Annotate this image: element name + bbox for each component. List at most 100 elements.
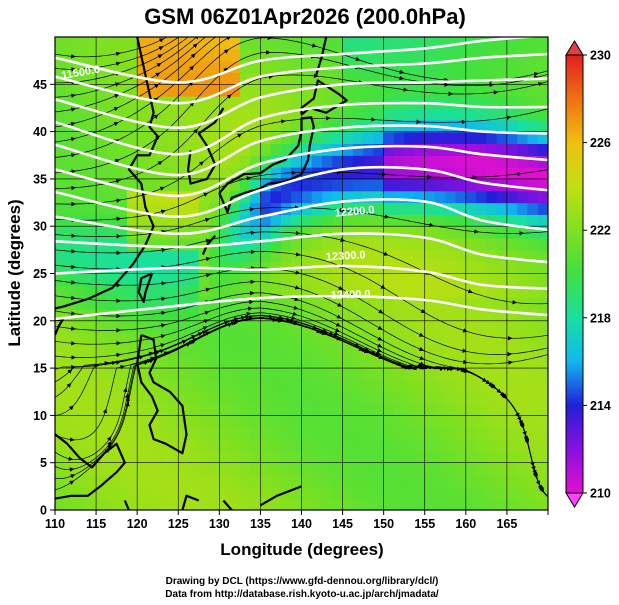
field-cell xyxy=(126,379,138,393)
field-cell xyxy=(414,226,426,239)
field-cell xyxy=(506,167,518,180)
field-cell xyxy=(506,462,518,476)
field-cell xyxy=(332,415,344,428)
streamline xyxy=(55,267,548,355)
field-cell xyxy=(209,403,220,416)
field-cell xyxy=(496,261,508,275)
field-cell xyxy=(527,498,539,510)
field-cell xyxy=(301,439,313,452)
field-cell xyxy=(404,332,416,346)
field-cell xyxy=(506,96,518,109)
field-cell xyxy=(496,273,508,286)
x-tick-label: 160 xyxy=(455,517,476,531)
field-cell xyxy=(352,96,364,109)
field-cell xyxy=(167,167,179,180)
field-cell xyxy=(75,462,87,476)
field-cell xyxy=(322,368,333,381)
field-cell xyxy=(332,403,344,416)
field-cell xyxy=(537,486,548,499)
field-cell xyxy=(517,344,529,357)
field-cell xyxy=(250,190,262,204)
field-cell xyxy=(75,84,87,97)
field-cell xyxy=(260,72,272,85)
field-cell xyxy=(506,143,518,156)
field-cell xyxy=(188,155,200,168)
field-cell xyxy=(85,107,97,121)
field-cell xyxy=(55,462,66,476)
wind-arrow xyxy=(223,49,229,54)
field-cell xyxy=(537,143,548,156)
wind-arrow xyxy=(429,222,434,228)
field-cell xyxy=(424,60,436,74)
field-cell xyxy=(404,427,416,440)
field-cell xyxy=(322,249,333,263)
field-cell xyxy=(219,60,231,74)
field-cell xyxy=(332,119,344,133)
field-cell xyxy=(455,474,467,487)
field-cell xyxy=(455,391,467,405)
field-cell xyxy=(322,155,333,168)
field-cell xyxy=(445,48,457,62)
field-cell xyxy=(322,486,333,499)
field-cell xyxy=(126,368,138,381)
field-cell xyxy=(445,84,457,97)
wind-arrow xyxy=(203,192,209,197)
field-cell xyxy=(137,462,149,476)
field-cell xyxy=(363,48,374,62)
wind-arrow xyxy=(156,62,162,68)
field-cell xyxy=(229,214,241,227)
field-cell xyxy=(260,131,272,145)
field-cell xyxy=(198,131,210,145)
field-cell xyxy=(414,167,426,180)
field-cell xyxy=(465,261,477,275)
field-cell xyxy=(116,273,128,286)
field-cell xyxy=(455,356,467,369)
field-cell xyxy=(198,486,210,499)
field-cell xyxy=(250,344,262,357)
field-cell xyxy=(198,450,210,464)
field-cell xyxy=(188,249,200,263)
field-cell xyxy=(147,155,159,168)
field-cell xyxy=(517,131,529,145)
field-cell xyxy=(424,415,436,428)
field-cell xyxy=(137,84,149,97)
field-cell xyxy=(424,249,436,263)
field-cell xyxy=(496,415,508,428)
field-cell xyxy=(260,486,272,499)
field-cell xyxy=(435,379,446,393)
wind-arrow xyxy=(403,87,409,92)
streamline xyxy=(55,281,548,365)
field-cell xyxy=(476,486,487,499)
field-cell xyxy=(209,439,220,452)
field-cell xyxy=(455,344,467,357)
field-cell xyxy=(527,379,539,393)
field-cell xyxy=(322,37,333,50)
field-cell xyxy=(178,249,190,263)
field-cell xyxy=(178,332,190,346)
field-cell xyxy=(85,462,97,476)
field-cell xyxy=(352,261,364,275)
field-cell xyxy=(486,308,498,322)
field-cell xyxy=(147,202,159,215)
field-cell xyxy=(322,214,333,227)
field-cell xyxy=(517,249,529,263)
field-cell xyxy=(167,415,179,428)
streamline xyxy=(55,292,548,497)
field-cell xyxy=(229,261,241,275)
field-cell xyxy=(239,439,251,452)
field-cell xyxy=(517,368,529,381)
field-cell xyxy=(229,379,241,393)
field-cell xyxy=(260,143,272,156)
field-cell xyxy=(322,498,333,510)
field-cell xyxy=(517,155,529,168)
field-cell xyxy=(393,143,405,156)
field-cell xyxy=(219,320,231,334)
field-cell xyxy=(55,297,66,310)
field-cell xyxy=(445,308,457,322)
field-cell xyxy=(209,273,220,286)
field-cell xyxy=(527,202,539,215)
field-cell xyxy=(260,427,272,440)
field-cell xyxy=(486,261,498,275)
field-cell xyxy=(363,320,374,334)
field-cell xyxy=(229,249,241,263)
